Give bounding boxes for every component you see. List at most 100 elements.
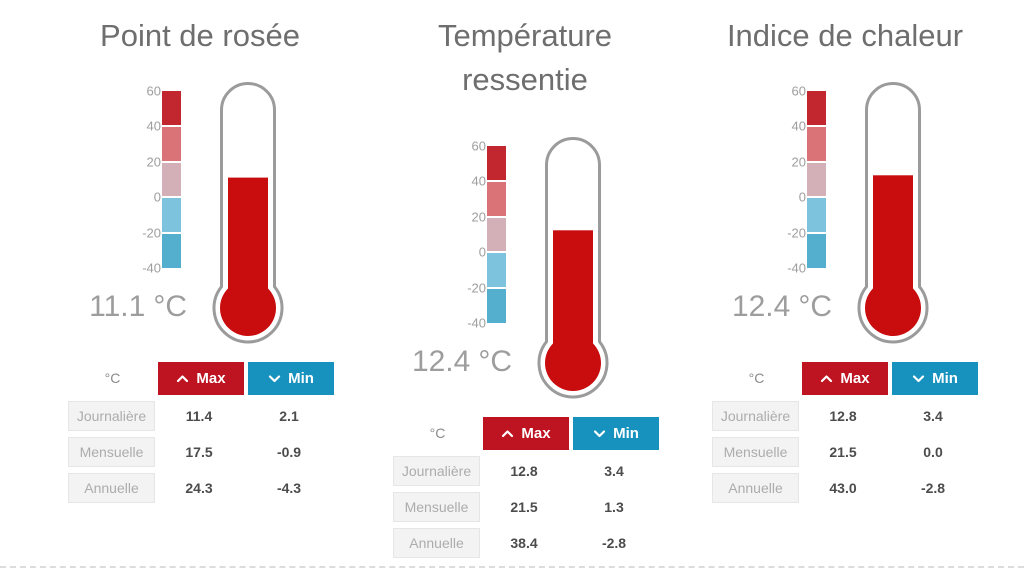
min-value: -2.8 [601, 535, 627, 551]
temperature-color-scale [487, 146, 506, 323]
min-value: 3.4 [604, 463, 624, 479]
panel-title: Indice de chaleur [726, 18, 964, 53]
thermometer-icon [857, 82, 929, 344]
row-label: Annuelle [712, 473, 799, 503]
tick-label: 40 [791, 118, 806, 134]
tick-label: 40 [471, 173, 486, 189]
chevron-down-icon [593, 430, 606, 438]
row-label: Annuelle [393, 528, 480, 558]
min-column-button[interactable]: Min [892, 362, 978, 395]
value-number: 11.1 [89, 290, 146, 323]
table-row: Annuelle 38.4 -2.8 [393, 528, 659, 558]
max-label: Max [521, 425, 551, 442]
min-label: Min [288, 370, 314, 387]
tick-label: -20 [467, 280, 486, 296]
table-row: Annuelle 24.3 -4.3 [68, 473, 334, 503]
min-value: -2.8 [920, 480, 946, 496]
min-value: -4.3 [276, 480, 302, 496]
row-label: Journalière [712, 401, 799, 431]
table-header: °C Max Min [712, 362, 978, 395]
thermometer-gauge: 60 40 20 0 -20 -40 12.4 °C [680, 80, 1010, 360]
stats-table: °C Max Min Journalière 12.8 3.4 Mensuell… [712, 362, 978, 503]
max-value: 11.4 [185, 408, 213, 424]
max-value: 17.5 [185, 444, 213, 460]
table-row: Journalière 12.8 3.4 [712, 401, 978, 431]
tick-label: 40 [146, 118, 161, 134]
max-column-button[interactable]: Max [483, 417, 569, 450]
max-value: 38.4 [510, 535, 538, 551]
tick-label: -40 [142, 260, 161, 276]
min-value: 1.3 [604, 499, 624, 515]
table-row: Annuelle 43.0 -2.8 [712, 473, 978, 503]
tick-label: 0 [798, 189, 806, 205]
max-value: 24.3 [185, 480, 213, 496]
tick-label: 60 [791, 83, 806, 99]
table-header: °C Max Min [393, 417, 659, 450]
thermometer-gauge: 60 40 20 0 -20 -40 11.1 °C [35, 80, 365, 360]
gauge-panel-dew-point: Point de rosée 60 40 20 0 -20 -40 11.1 °C… [35, 14, 365, 559]
chevron-down-icon [268, 375, 281, 383]
temperature-color-scale [807, 91, 826, 268]
unit-header: °C [748, 370, 765, 386]
row-label: Mensuelle [712, 437, 799, 467]
min-column-button[interactable]: Min [573, 417, 659, 450]
thermometer-icon [537, 137, 609, 399]
max-value: 43.0 [829, 480, 857, 496]
table-row: Mensuelle 17.5 -0.9 [68, 437, 334, 467]
thermometer-gauge: 60 40 20 0 -20 -40 12.4 °C [360, 135, 690, 415]
min-value: 3.4 [923, 408, 943, 424]
value-unit: °C [153, 290, 187, 323]
max-value: 12.8 [510, 463, 538, 479]
value-unit: °C [798, 290, 832, 323]
max-value: 21.5 [510, 499, 538, 515]
panel-title: Point de rosée [100, 18, 300, 53]
scale-tick-labels: 60 40 20 0 -20 -40 [360, 139, 690, 331]
thermometer-icon [212, 82, 284, 344]
min-value: 2.1 [279, 408, 299, 424]
scale-tick-labels: 60 40 20 0 -20 -40 [35, 84, 365, 276]
max-label: Max [196, 370, 226, 387]
row-label: Journalière [68, 401, 155, 431]
temperature-color-scale [162, 91, 181, 268]
min-value: -0.9 [276, 444, 302, 460]
max-value: 12.8 [829, 408, 857, 424]
min-label: Min [613, 425, 639, 442]
current-value: 12.4 °C [732, 290, 832, 324]
max-column-button[interactable]: Max [802, 362, 888, 395]
max-value: 21.5 [829, 444, 857, 460]
chevron-down-icon [912, 375, 925, 383]
gauge-panel-heat-index: Indice de chaleur 60 40 20 0 -20 -40 12.… [680, 14, 1010, 559]
min-column-button[interactable]: Min [248, 362, 334, 395]
tick-label: -20 [142, 225, 161, 241]
min-label: Min [932, 370, 958, 387]
table-row: Mensuelle 21.5 1.3 [393, 492, 659, 522]
bottom-divider [0, 566, 1024, 568]
row-label: Mensuelle [393, 492, 480, 522]
chevron-up-icon [177, 375, 189, 383]
tick-label: -20 [787, 225, 806, 241]
max-label: Max [840, 370, 870, 387]
unit-header: °C [104, 370, 121, 386]
table-row: Mensuelle 21.5 0.0 [712, 437, 978, 467]
current-value: 11.1 °C [89, 290, 187, 324]
stats-table: °C Max Min Journalière 12.8 3.4 Mensuell… [393, 417, 659, 558]
panel-title: Température ressentie [437, 18, 613, 98]
tick-label: 20 [791, 154, 806, 170]
tick-label: 20 [471, 209, 486, 225]
table-row: Journalière 11.4 2.1 [68, 401, 334, 431]
table-row: Journalière 12.8 3.4 [393, 456, 659, 486]
table-header: °C Max Min [68, 362, 334, 395]
scale-tick-labels: 60 40 20 0 -20 -40 [680, 84, 1010, 276]
value-unit: °C [478, 345, 512, 378]
tick-label: -40 [467, 315, 486, 331]
current-value: 12.4 °C [412, 345, 512, 379]
tick-label: -40 [787, 260, 806, 276]
tick-label: 0 [478, 244, 486, 260]
tick-label: 60 [471, 138, 486, 154]
unit-header: °C [429, 425, 446, 441]
row-label: Journalière [393, 456, 480, 486]
max-column-button[interactable]: Max [158, 362, 244, 395]
tick-label: 0 [153, 189, 161, 205]
value-number: 12.4 [411, 345, 471, 378]
gauge-panel-feels-like: Température ressentie 60 40 20 0 -20 -40… [360, 14, 690, 559]
